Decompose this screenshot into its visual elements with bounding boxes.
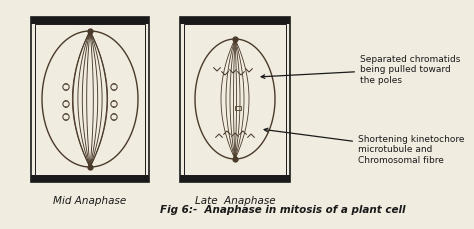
Text: Separated chromatids
being pulled toward
the poles: Separated chromatids being pulled toward… <box>261 55 460 85</box>
Text: Late  Anaphase: Late Anaphase <box>195 196 275 206</box>
Bar <box>35 25 145 175</box>
Bar <box>180 17 290 182</box>
Text: Fig 6:-  Anaphase in mitosis of a plant cell: Fig 6:- Anaphase in mitosis of a plant c… <box>160 204 405 214</box>
Text: Shortening kinetochore
microtubule and
Chromosomal fibre: Shortening kinetochore microtubule and C… <box>264 129 465 164</box>
Text: Mid Anaphase: Mid Anaphase <box>54 196 127 206</box>
Bar <box>31 17 149 25</box>
Bar <box>184 25 286 175</box>
Bar <box>235 106 241 111</box>
Bar <box>180 17 290 25</box>
Bar <box>31 17 149 182</box>
Bar <box>31 175 149 182</box>
Bar <box>180 175 290 182</box>
